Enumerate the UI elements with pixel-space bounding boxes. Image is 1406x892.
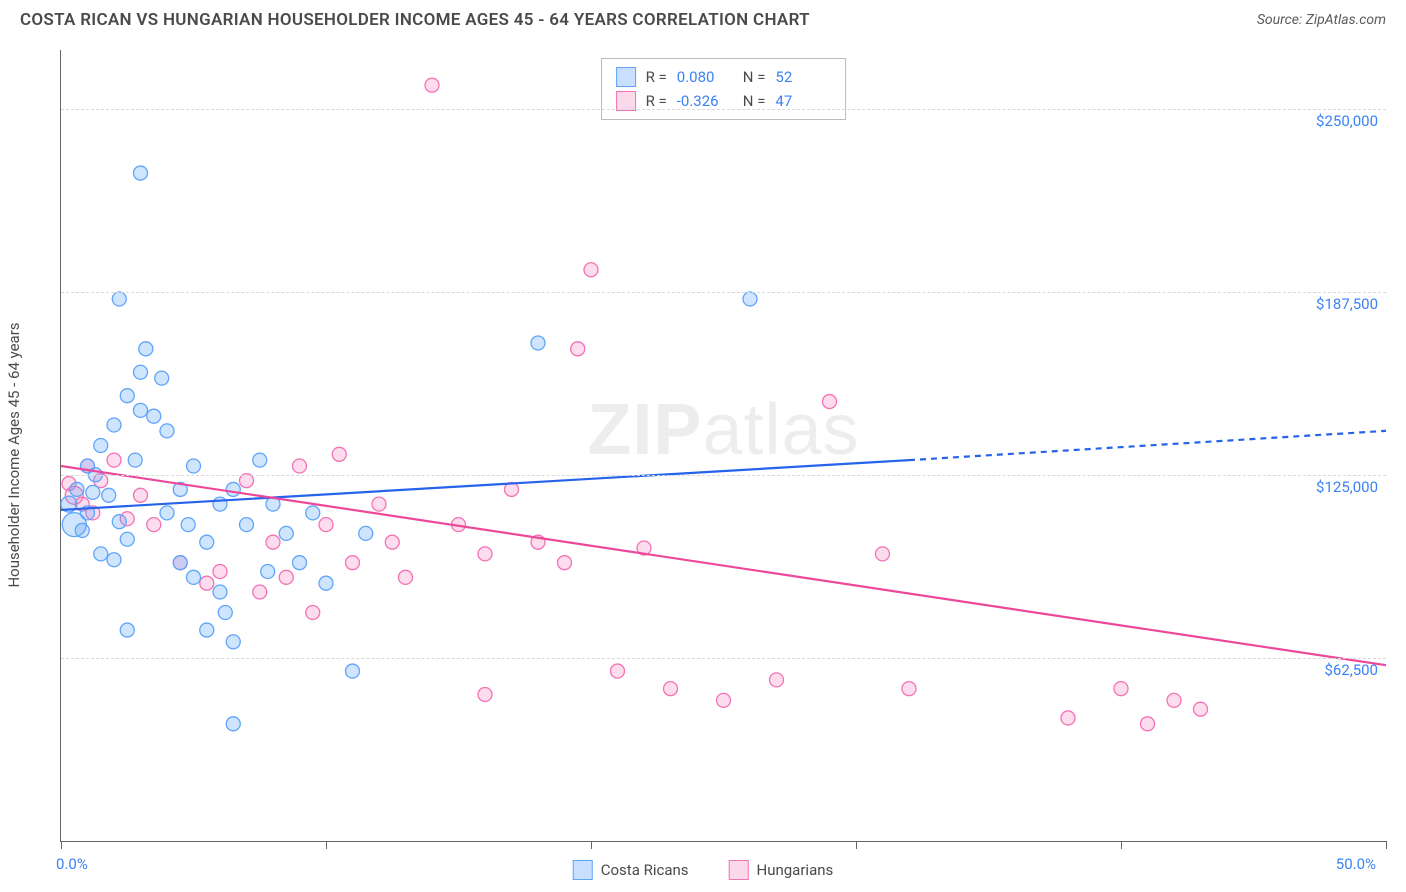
swatch-blue-icon: [616, 67, 636, 87]
x-tick: [1121, 841, 1122, 849]
swatch-pink-icon: [729, 860, 749, 880]
chart-header: COSTA RICAN VS HUNGARIAN HOUSEHOLDER INC…: [0, 0, 1406, 38]
legend-item-b: Hungarians: [729, 860, 834, 880]
plot-svg: [61, 50, 1386, 841]
y-tick-label: $125,000: [1316, 478, 1378, 496]
x-tick: [1386, 841, 1387, 849]
chart-plot-area: ZIPatlas R = 0.080 N = 52 R = -0.326 N =…: [60, 50, 1386, 842]
stats-row-a: R = 0.080 N = 52: [616, 65, 832, 89]
chart-source: Source: ZipAtlas.com: [1257, 12, 1386, 28]
bottom-legend: Costa Ricans Hungarians: [573, 860, 834, 880]
gridline: [61, 658, 1386, 659]
x-tick: [591, 841, 592, 849]
legend-item-a: Costa Ricans: [573, 860, 689, 880]
swatch-blue-icon: [573, 860, 593, 880]
y-tick-label: $62,500: [1324, 661, 1378, 679]
y-axis-label: Householder Income Ages 45 - 64 years: [5, 322, 23, 587]
x-tick: [61, 841, 62, 849]
gridline: [61, 109, 1386, 110]
chart-title: COSTA RICAN VS HUNGARIAN HOUSEHOLDER INC…: [20, 10, 810, 30]
x-tick: [856, 841, 857, 849]
x-tick: [326, 841, 327, 849]
y-tick-label: $187,500: [1316, 295, 1378, 313]
x-axis-min-label: 0.0%: [56, 855, 88, 873]
gridline: [61, 292, 1386, 293]
x-axis-max-label: 50.0%: [1336, 855, 1376, 873]
y-tick-label: $250,000: [1316, 112, 1378, 130]
gridline: [61, 475, 1386, 476]
stats-legend: R = 0.080 N = 52 R = -0.326 N = 47: [601, 58, 847, 120]
